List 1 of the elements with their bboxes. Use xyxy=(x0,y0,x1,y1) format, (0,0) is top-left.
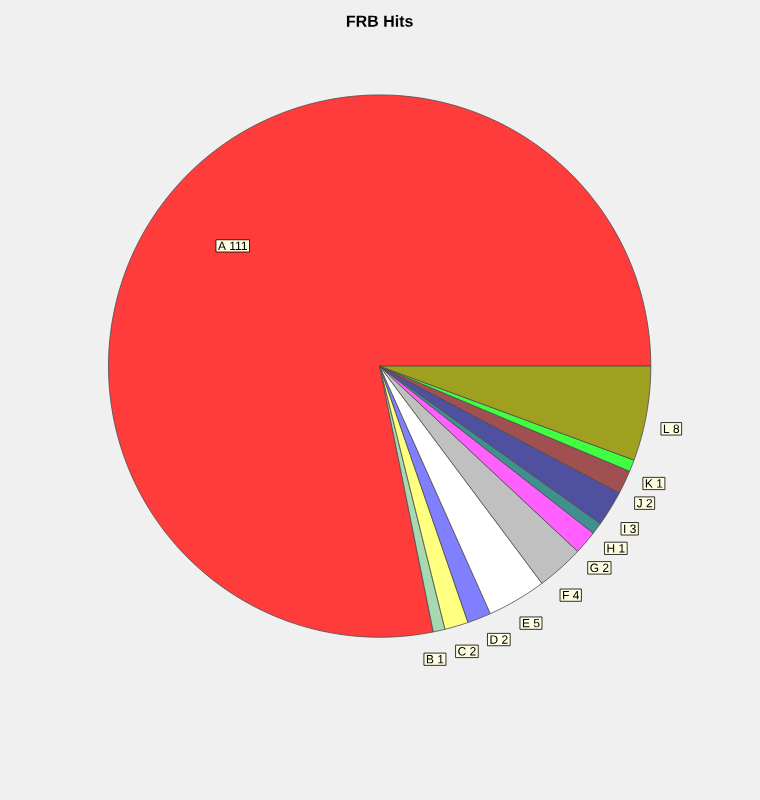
chart-title: FRB Hits xyxy=(346,15,413,27)
